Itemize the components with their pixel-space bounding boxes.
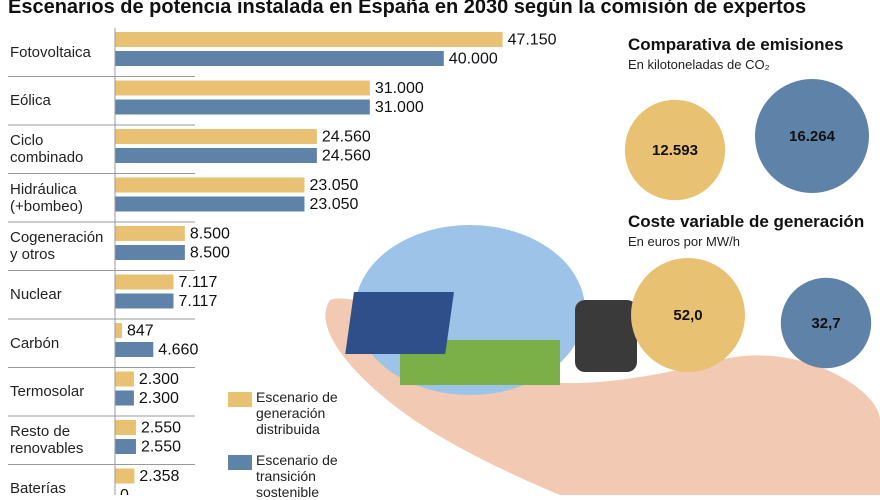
bar [115, 148, 317, 163]
bulb-socket [575, 300, 637, 372]
value-label: 8.500 [190, 226, 230, 243]
value-label: 0 [120, 487, 129, 495]
value-label: 12.593 [652, 142, 698, 159]
category-label: Fotovoltaica [10, 43, 91, 61]
bar [115, 420, 136, 435]
value-label: 24.560 [322, 129, 371, 146]
bar [115, 245, 185, 260]
value-label: 23.050 [309, 196, 358, 213]
value-label: 2.300 [139, 371, 179, 388]
panel-subtitle: En kilotoneladas de CO₂ [628, 57, 770, 72]
legend-label: Escenario de generación distribuida [256, 389, 338, 437]
bubble [631, 258, 745, 372]
category-label: Cogeneración y otros [10, 229, 104, 264]
solar-panel [345, 292, 454, 354]
bar [115, 99, 370, 115]
bar [115, 342, 154, 357]
bar [115, 274, 174, 290]
value-label: 2.550 [141, 420, 181, 437]
category-label: Baterías [10, 480, 66, 498]
bubble [755, 79, 869, 193]
value-label: 8.500 [190, 245, 230, 262]
panel-title: Comparativa de emisiones [628, 35, 844, 54]
category-label: Resto de renovables [10, 423, 84, 458]
bar [115, 468, 135, 484]
value-label: 7.117 [179, 274, 218, 291]
bar [115, 226, 185, 241]
value-label: 40.000 [449, 51, 498, 68]
legend-swatch [228, 455, 252, 470]
legend-swatch [228, 392, 252, 407]
value-label: 31.000 [375, 99, 424, 116]
illustration [325, 225, 880, 495]
bar [115, 80, 370, 96]
category-label: Hidráulica (+bombeo) [10, 180, 83, 215]
value-label: 52,0 [673, 307, 702, 324]
bar [115, 196, 305, 212]
value-label: 24.560 [322, 148, 371, 165]
value-label: 7.117 [179, 293, 218, 310]
value-label: 16.264 [789, 128, 836, 145]
category-label: Carbón [10, 334, 60, 352]
bar [115, 177, 305, 193]
value-label: 31.000 [375, 80, 424, 97]
category-label: Ciclo combinado [10, 132, 84, 167]
value-label: 32,7 [811, 315, 840, 332]
hand [325, 298, 880, 495]
bar [115, 293, 174, 309]
bar [115, 439, 136, 454]
panel-title: Coste variable de generación [628, 212, 865, 231]
panel-subtitle: En euros por MW/h [628, 234, 740, 249]
bar [115, 129, 317, 144]
bar [115, 390, 134, 406]
value-label: 2.358 [139, 468, 179, 485]
bar [115, 323, 122, 338]
bar [115, 32, 503, 47]
value-label: 4.660 [158, 342, 198, 359]
bubble [780, 277, 872, 369]
bar [115, 51, 444, 66]
legend-label: Escenario de transición sostenible [256, 452, 338, 500]
category-label: Nuclear [10, 286, 62, 304]
value-label: 847 [127, 323, 154, 340]
bar [115, 371, 134, 387]
category-label: Eólica [10, 92, 51, 110]
value-label: 23.050 [309, 177, 358, 194]
bubble [624, 99, 726, 201]
value-label: 2.550 [141, 439, 181, 456]
category-label: Termosolar [10, 383, 85, 401]
value-label: 2.300 [139, 390, 179, 407]
value-label: 47.150 [508, 32, 557, 49]
chart-title: Escenarios de potencia instalada en Espa… [8, 0, 807, 18]
